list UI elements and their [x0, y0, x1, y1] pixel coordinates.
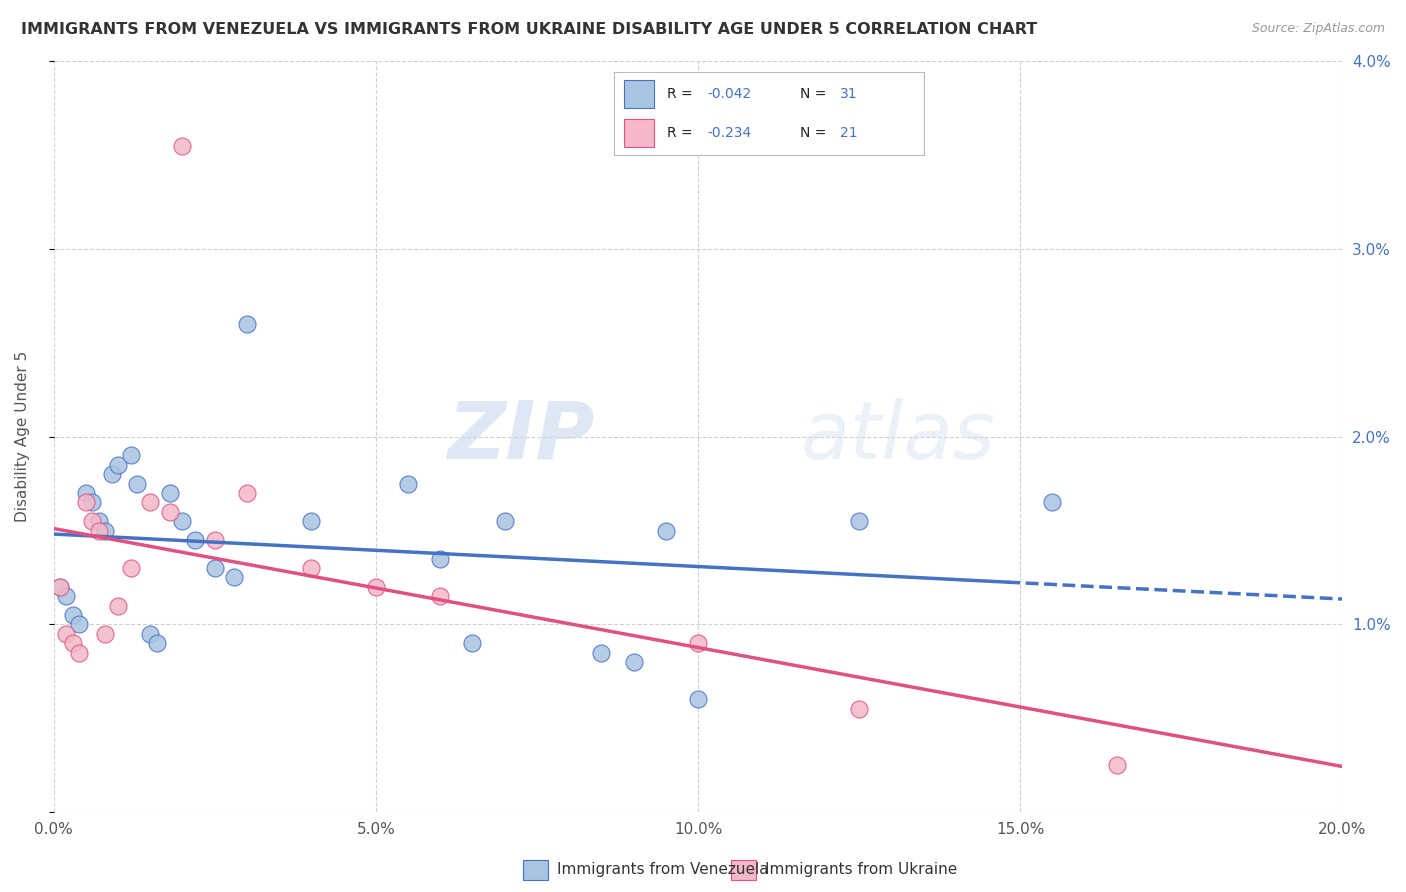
- Point: [55, 589, 77, 603]
- Point: [82, 495, 104, 509]
- Point: [1105, 758, 1128, 772]
- Point: [396, 476, 419, 491]
- Point: [204, 533, 226, 547]
- Point: [623, 655, 645, 669]
- Point: [172, 138, 194, 153]
- Y-axis label: Disability Age Under 5: Disability Age Under 5: [15, 351, 30, 522]
- Point: [67, 617, 90, 632]
- Point: [686, 636, 709, 650]
- Point: [236, 317, 259, 331]
- Point: [139, 627, 162, 641]
- Point: [139, 495, 162, 509]
- Text: Immigrants from Venezuela: Immigrants from Venezuela: [557, 863, 769, 877]
- Point: [107, 599, 129, 613]
- Point: [159, 505, 181, 519]
- Point: [591, 646, 613, 660]
- Point: [655, 524, 678, 538]
- Point: [87, 514, 110, 528]
- Point: [222, 570, 245, 584]
- Point: [82, 514, 104, 528]
- Point: [236, 486, 259, 500]
- Text: ZIP: ZIP: [447, 398, 595, 475]
- Point: [94, 627, 117, 641]
- Point: [429, 589, 451, 603]
- Point: [127, 476, 149, 491]
- Point: [494, 514, 516, 528]
- Point: [461, 636, 484, 650]
- Point: [62, 607, 84, 622]
- Point: [49, 580, 72, 594]
- FancyBboxPatch shape: [523, 860, 548, 880]
- Point: [67, 646, 90, 660]
- Point: [120, 449, 142, 463]
- Point: [120, 561, 142, 575]
- Point: [429, 551, 451, 566]
- Point: [1042, 495, 1064, 509]
- Point: [49, 580, 72, 594]
- Text: IMMIGRANTS FROM VENEZUELA VS IMMIGRANTS FROM UKRAINE DISABILITY AGE UNDER 5 CORR: IMMIGRANTS FROM VENEZUELA VS IMMIGRANTS …: [21, 22, 1038, 37]
- Point: [100, 467, 122, 482]
- Point: [75, 486, 97, 500]
- Point: [55, 627, 77, 641]
- Point: [686, 692, 709, 706]
- Point: [364, 580, 387, 594]
- Point: [94, 524, 117, 538]
- FancyBboxPatch shape: [731, 860, 756, 880]
- Point: [204, 561, 226, 575]
- Point: [172, 514, 194, 528]
- Point: [87, 524, 110, 538]
- Point: [848, 702, 870, 716]
- Point: [848, 514, 870, 528]
- Point: [75, 495, 97, 509]
- Text: Source: ZipAtlas.com: Source: ZipAtlas.com: [1251, 22, 1385, 36]
- Text: Immigrants from Ukraine: Immigrants from Ukraine: [765, 863, 957, 877]
- Point: [107, 458, 129, 472]
- Point: [184, 533, 207, 547]
- Point: [62, 636, 84, 650]
- Text: atlas: atlas: [801, 398, 995, 475]
- Point: [299, 514, 322, 528]
- Point: [159, 486, 181, 500]
- Point: [299, 561, 322, 575]
- Point: [145, 636, 167, 650]
